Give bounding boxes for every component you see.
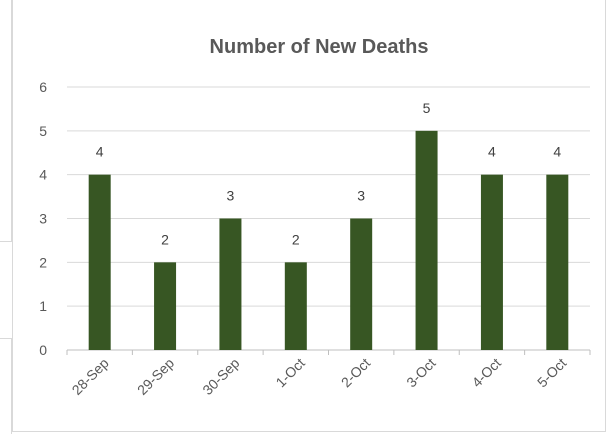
x-tick-label: 30-Sep xyxy=(199,355,242,398)
data-label: 5 xyxy=(423,100,431,116)
bar-29-sep xyxy=(154,262,177,350)
y-tick-label: 0 xyxy=(39,342,47,358)
x-tick-label: 1-Oct xyxy=(272,355,308,391)
data-label: 4 xyxy=(488,144,496,160)
y-tick-label: 5 xyxy=(39,123,47,139)
x-tick-label: 2-Oct xyxy=(338,355,374,391)
data-labels: 4 2 3 2 3 5 4 4 xyxy=(96,100,562,247)
data-label: 3 xyxy=(357,188,365,204)
data-label: 2 xyxy=(161,231,169,247)
x-tick-label: 28-Sep xyxy=(69,355,112,398)
adjacent-panel-edge-bottom xyxy=(0,338,12,434)
data-label: 2 xyxy=(292,231,300,247)
y-tick-label: 3 xyxy=(39,211,47,227)
x-tick-label: 4-Oct xyxy=(469,355,505,391)
chart-frame xyxy=(12,0,606,432)
gridlines xyxy=(66,86,591,355)
bar-2-oct xyxy=(350,218,373,350)
x-tick-label: 3-Oct xyxy=(403,355,439,391)
y-tick-label: 1 xyxy=(39,298,47,314)
y-tick-label: 4 xyxy=(39,167,47,183)
data-label: 3 xyxy=(227,188,235,204)
chart-title: Number of New Deaths xyxy=(210,36,429,58)
data-label: 4 xyxy=(96,144,104,160)
bar-4-oct xyxy=(480,174,503,350)
bar-3-oct xyxy=(415,130,438,350)
data-label: 4 xyxy=(553,144,561,160)
bar-1-oct xyxy=(284,262,307,350)
x-tick-label: 29-Sep xyxy=(134,355,177,398)
bar-28-sep xyxy=(88,174,111,350)
y-tick-label: 6 xyxy=(39,79,47,95)
x-axis-ticks: 28-Sep 29-Sep 30-Sep 1-Oct 2-Oct 3-Oct 4-Oct 5-… xyxy=(69,355,570,398)
bar-5-oct xyxy=(546,174,569,350)
bar-30-sep xyxy=(219,218,242,350)
bars xyxy=(88,130,569,350)
y-axis-ticks: 0 1 2 3 4 5 6 xyxy=(39,79,47,358)
adjacent-panel-edge-top xyxy=(0,0,12,242)
y-tick-label: 2 xyxy=(39,254,47,270)
x-tick-label: 5-Oct xyxy=(534,355,570,391)
